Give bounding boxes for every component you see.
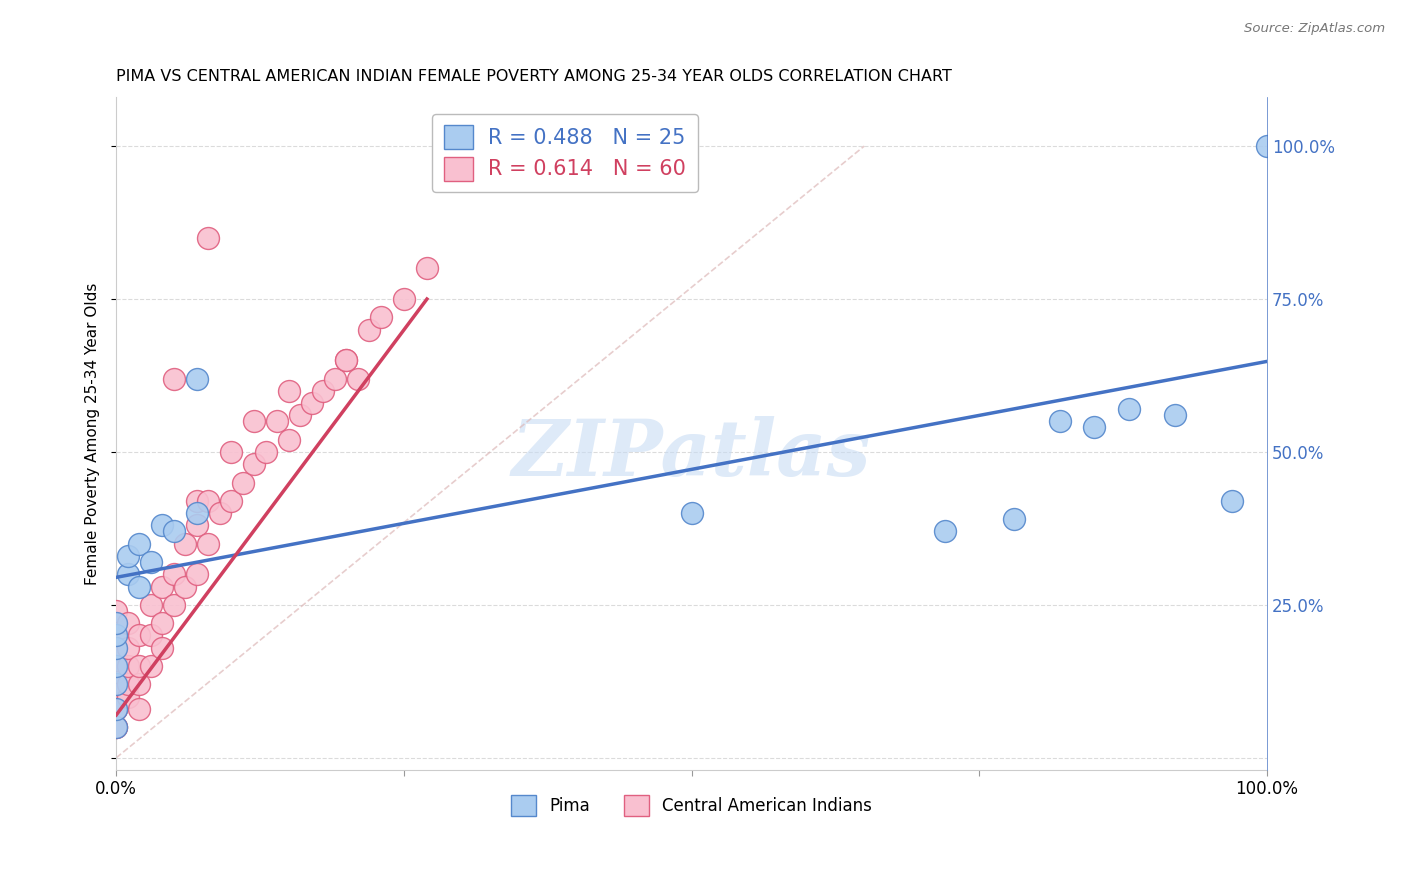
Point	[1256, 139, 1278, 153]
Point	[243, 414, 266, 428]
Point	[277, 384, 299, 398]
Point	[359, 323, 381, 337]
Point	[312, 384, 335, 398]
Point	[139, 598, 162, 612]
Point	[105, 720, 128, 734]
Point	[105, 628, 128, 642]
Point	[1049, 414, 1071, 428]
Point	[105, 640, 128, 655]
Point	[163, 598, 186, 612]
Point	[117, 677, 139, 691]
Point	[163, 371, 186, 385]
Point	[117, 659, 139, 673]
Point	[105, 640, 128, 655]
Point	[128, 659, 150, 673]
Point	[174, 537, 197, 551]
Point	[105, 720, 128, 734]
Point	[105, 720, 128, 734]
Point	[163, 567, 186, 582]
Point	[186, 371, 208, 385]
Point	[174, 580, 197, 594]
Point	[105, 677, 128, 691]
Point	[1118, 402, 1140, 417]
Point	[186, 518, 208, 533]
Point	[139, 628, 162, 642]
Point	[117, 567, 139, 582]
Text: PIMA VS CENTRAL AMERICAN INDIAN FEMALE POVERTY AMONG 25-34 YEAR OLDS CORRELATION: PIMA VS CENTRAL AMERICAN INDIAN FEMALE P…	[117, 69, 952, 84]
Point	[128, 580, 150, 594]
Point	[416, 261, 439, 276]
Point	[105, 702, 128, 716]
Point	[186, 506, 208, 520]
Point	[335, 353, 357, 368]
Legend: Pima, Central American Indians: Pima, Central American Indians	[505, 789, 879, 822]
Point	[197, 231, 219, 245]
Point	[105, 665, 128, 680]
Point	[163, 524, 186, 539]
Point	[1002, 512, 1025, 526]
Point	[128, 537, 150, 551]
Point	[139, 659, 162, 673]
Point	[105, 616, 128, 631]
Y-axis label: Female Poverty Among 25-34 Year Olds: Female Poverty Among 25-34 Year Olds	[86, 283, 100, 585]
Point	[347, 371, 370, 385]
Point	[128, 628, 150, 642]
Text: Source: ZipAtlas.com: Source: ZipAtlas.com	[1244, 22, 1385, 36]
Point	[186, 567, 208, 582]
Point	[105, 702, 128, 716]
Point	[450, 139, 472, 153]
Point	[117, 690, 139, 704]
Point	[105, 702, 128, 716]
Point	[105, 653, 128, 667]
Point	[232, 475, 254, 490]
Point	[208, 506, 231, 520]
Point	[1083, 420, 1105, 434]
Point	[1164, 409, 1187, 423]
Point	[128, 677, 150, 691]
Point	[105, 690, 128, 704]
Point	[117, 640, 139, 655]
Point	[392, 292, 415, 306]
Point	[150, 580, 173, 594]
Point	[105, 604, 128, 618]
Point	[105, 616, 128, 631]
Point	[150, 616, 173, 631]
Point	[197, 537, 219, 551]
Point	[197, 494, 219, 508]
Point	[117, 616, 139, 631]
Point	[277, 433, 299, 447]
Point	[150, 640, 173, 655]
Point	[117, 549, 139, 563]
Point	[370, 310, 392, 325]
Point	[105, 628, 128, 642]
Point	[221, 494, 243, 508]
Point	[301, 396, 323, 410]
Point	[323, 371, 346, 385]
Point	[105, 659, 128, 673]
Point	[186, 494, 208, 508]
Point	[221, 445, 243, 459]
Point	[105, 677, 128, 691]
Point	[139, 555, 162, 569]
Point	[266, 414, 288, 428]
Point	[128, 702, 150, 716]
Point	[934, 524, 956, 539]
Point	[243, 457, 266, 471]
Point	[1222, 494, 1244, 508]
Point	[681, 506, 703, 520]
Point	[335, 353, 357, 368]
Point	[290, 409, 312, 423]
Point	[150, 518, 173, 533]
Text: ZIPatlas: ZIPatlas	[512, 416, 872, 492]
Point	[254, 445, 277, 459]
